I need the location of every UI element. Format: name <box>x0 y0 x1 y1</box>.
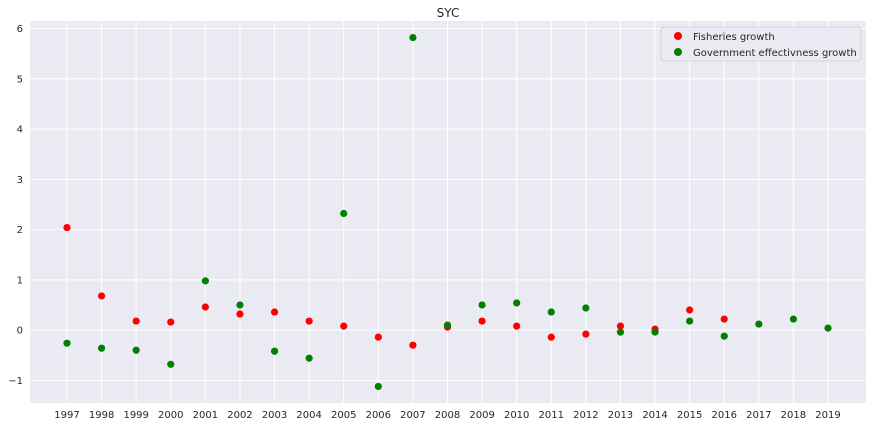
legend-label-government: Government effectivness growth <box>693 48 857 59</box>
fisheries-point <box>582 330 590 338</box>
government-point <box>513 299 521 307</box>
government-point <box>651 328 659 336</box>
government-point <box>167 360 175 368</box>
government-point <box>755 320 763 328</box>
x-tick-label: 2003 <box>262 410 287 421</box>
x-tick-label: 1999 <box>123 410 148 421</box>
x-tick-label: 2016 <box>712 410 737 421</box>
fisheries-point <box>132 317 140 325</box>
government-point <box>824 324 832 332</box>
x-tick-label: 2007 <box>400 410 425 421</box>
government-point <box>582 304 590 312</box>
fisheries-point <box>513 322 521 330</box>
government-point <box>409 33 417 42</box>
fisheries-point <box>374 333 382 341</box>
government-point <box>374 382 382 391</box>
y-tick-label: 6 <box>17 24 23 35</box>
fisheries-point <box>63 223 71 232</box>
x-tick-label: 2012 <box>573 410 598 421</box>
government-point <box>443 321 452 329</box>
government-point <box>616 328 625 336</box>
government-point <box>97 344 106 352</box>
fisheries-point <box>720 315 728 323</box>
government-point <box>340 209 348 218</box>
government-point <box>236 301 244 309</box>
x-tick-label: 2011 <box>539 410 564 421</box>
y-axis-ticks: −1 0 1 2 3 4 5 6 <box>8 24 23 387</box>
government-point <box>132 346 140 354</box>
x-tick-label: 2014 <box>642 410 667 421</box>
data-points <box>63 33 832 391</box>
fisheries-point <box>305 317 313 325</box>
y-tick-label: 2 <box>17 225 23 236</box>
fisheries-point <box>340 322 348 330</box>
legend-marker-fisheries <box>674 32 682 40</box>
x-tick-label: 2004 <box>296 410 321 421</box>
x-tick-label: 2015 <box>677 410 702 421</box>
government-point <box>686 317 694 325</box>
x-tick-label: 2017 <box>746 410 771 421</box>
government-point <box>478 301 486 309</box>
x-tick-label: 2008 <box>435 410 460 421</box>
x-tick-label: 2006 <box>366 410 391 421</box>
x-tick-label: 2019 <box>815 410 840 421</box>
y-tick-label: 3 <box>17 175 23 186</box>
fisheries-point <box>97 292 106 300</box>
x-tick-label: 2000 <box>158 410 183 421</box>
x-tick-label: 1998 <box>89 410 114 421</box>
y-tick-label: 5 <box>17 74 23 85</box>
fisheries-point <box>478 317 486 325</box>
chart-title: SYC <box>437 6 460 20</box>
y-tick-label: 1 <box>17 275 23 286</box>
fisheries-point <box>409 341 417 349</box>
legend-marker-government <box>674 48 682 56</box>
legend: Fisheries growth Government effectivness… <box>660 26 862 62</box>
x-tick-label: 2002 <box>227 410 252 421</box>
fisheries-point <box>616 322 625 330</box>
y-tick-label: 4 <box>17 125 23 136</box>
government-point <box>547 308 555 316</box>
fisheries-point <box>167 318 175 326</box>
x-tick-label: 2009 <box>469 410 494 421</box>
x-tick-label: 2001 <box>193 410 218 421</box>
government-point <box>789 315 798 323</box>
fisheries-point <box>270 308 279 316</box>
x-axis-ticks: 1997 1998 1999 2000 2001 2002 2003 2004 2005 2006… <box>54 410 840 421</box>
legend-box <box>660 26 862 62</box>
x-tick-label: 2005 <box>331 410 356 421</box>
x-tick-label: 2010 <box>504 410 529 421</box>
fisheries-point <box>686 306 694 314</box>
x-tick-label: 2013 <box>608 410 633 421</box>
government-point <box>201 277 209 285</box>
fisheries-point <box>236 310 244 318</box>
fisheries-point <box>201 303 209 311</box>
legend-label-fisheries: Fisheries growth <box>693 32 775 43</box>
government-point <box>63 339 71 347</box>
x-tick-label: 2018 <box>781 410 806 421</box>
y-tick-label: −1 <box>8 376 23 387</box>
government-point <box>270 347 279 355</box>
fisheries-point <box>547 333 555 341</box>
x-tick-label: 1997 <box>54 410 79 421</box>
y-tick-label: 0 <box>17 326 23 337</box>
government-point <box>305 354 313 362</box>
government-point <box>720 332 728 340</box>
